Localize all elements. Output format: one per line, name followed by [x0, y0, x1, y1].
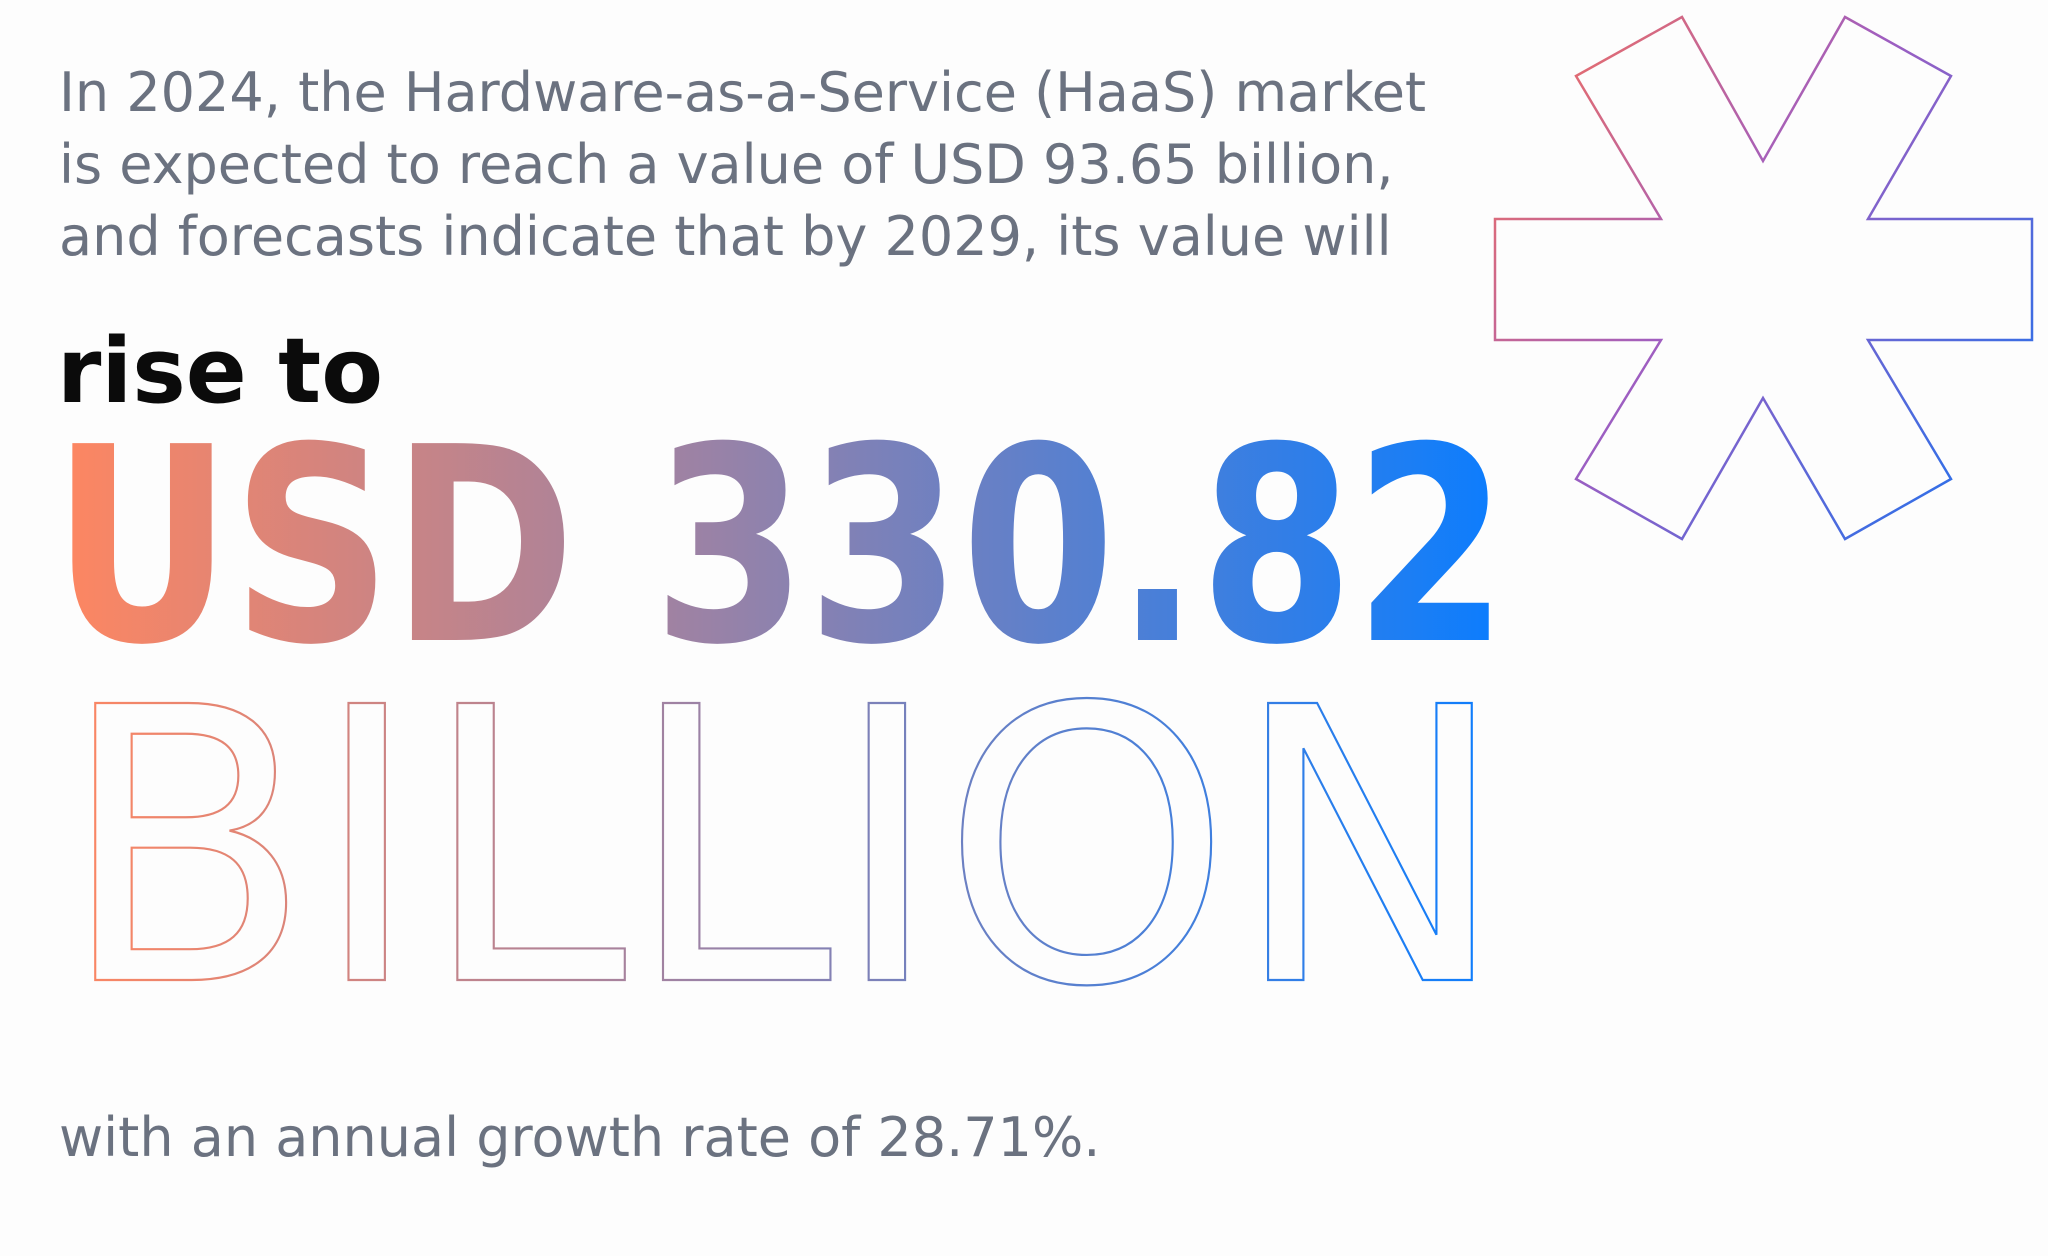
lead-text: rise to — [57, 319, 383, 424]
intro-line: In 2024, the Hardware-as-a-Service (HaaS… — [59, 61, 1426, 124]
headline-unit: BILLION — [59, 627, 1508, 1070]
intro-line: and forecasts indicate that by 2029, its… — [59, 205, 1392, 268]
asterisk-decoration — [1493, 15, 2034, 541]
headline: USD 330.82 — [52, 389, 1508, 704]
intro-line: is expected to reach a value of USD 93.6… — [59, 133, 1394, 196]
footer-text: with an annual growth rate of 28.71%. — [59, 1106, 1100, 1169]
